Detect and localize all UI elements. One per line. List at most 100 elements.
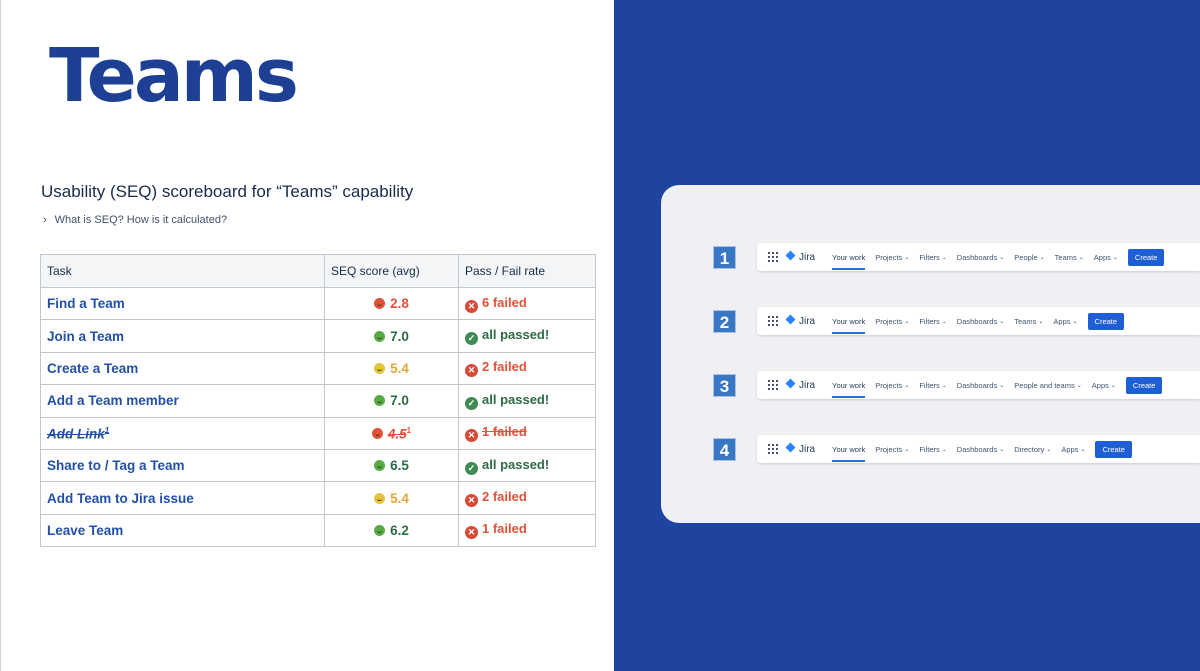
- nav-your-work[interactable]: Your work: [832, 372, 866, 398]
- task-name: Find a Team: [40, 286, 325, 321]
- seq-score: 5.4: [390, 490, 409, 506]
- header-task: Task: [40, 254, 325, 288]
- jira-nav-bar-variant-2: Jira Your work Projects ⌄ Filters ⌄ Dashbo…: [757, 307, 1200, 335]
- table-row: Add Team to Jira issue 5.4 ✕ 2 failed: [40, 481, 596, 515]
- chevron-down-icon: ⌄: [1076, 382, 1082, 389]
- nav-apps[interactable]: Apps ⌄: [1053, 307, 1077, 335]
- chevron-down-icon: ⌄: [999, 382, 1005, 389]
- task-name-struck: Add Link1: [40, 416, 325, 450]
- jira-nav-bar-variant-1: Jira Your work Projects ⌄ Filters ⌄ Dashbo…: [757, 243, 1200, 271]
- jira-logo[interactable]: Jira: [785, 380, 815, 391]
- rate-cell: ✕ 2 failed: [458, 481, 596, 515]
- happy-face-icon: [374, 460, 386, 472]
- nav-label: People and teams: [1014, 380, 1075, 390]
- nav-label: Projects: [875, 316, 903, 326]
- nav-filters[interactable]: Filters ⌄: [919, 371, 946, 399]
- nav-label: Your work: [832, 380, 866, 390]
- nav-people-and-teams[interactable]: People and teams ⌄: [1014, 371, 1082, 399]
- chevron-down-icon: ⌄: [1110, 382, 1116, 389]
- nav-projects[interactable]: Projects ⌄: [875, 371, 909, 399]
- nav-filters[interactable]: Filters ⌄: [919, 435, 946, 463]
- nav-label: People: [1014, 252, 1038, 262]
- chevron-down-icon: ⌄: [941, 318, 947, 325]
- nav-dashboards[interactable]: Dashboards ⌄: [957, 243, 1004, 271]
- nav-label: Your work: [832, 316, 866, 326]
- seq-score-cell: 7.0: [324, 384, 459, 418]
- nav-dashboards[interactable]: Dashboards ⌄: [957, 435, 1004, 463]
- check-icon: ✓: [465, 332, 478, 346]
- nav-apps[interactable]: Apps ⌄: [1092, 371, 1116, 399]
- rate-cell: ✕ 1 failed: [458, 513, 596, 548]
- nav-apps[interactable]: Apps ⌄: [1094, 243, 1118, 271]
- jira-icon: [785, 316, 796, 326]
- seq-score: 7.0: [390, 393, 409, 409]
- jira-nav-bar-variant-3: Jira Your work Projects ⌄ Filters ⌄ Dashbo…: [757, 371, 1200, 399]
- nav-filters[interactable]: Filters ⌄: [919, 243, 946, 271]
- table-row: Join a Team 7.0 ✓ all passed!: [40, 319, 596, 353]
- nav-label: Dashboards: [956, 316, 998, 326]
- seq-info-expander[interactable]: › What is SEQ? How is it calculated?: [43, 214, 227, 226]
- nav-projects[interactable]: Projects ⌄: [875, 435, 909, 463]
- jira-logo[interactable]: Jira: [785, 444, 815, 455]
- nav-filters[interactable]: Filters ⌄: [919, 307, 946, 335]
- seq-score: 7.0: [390, 328, 409, 344]
- seq-score-cell: 6.5: [324, 448, 459, 483]
- chevron-down-icon: ⌄: [1039, 254, 1045, 261]
- nav-label: Directory: [1014, 444, 1045, 454]
- chevron-down-icon: ⌄: [1038, 318, 1044, 325]
- rate-text: 2 failed: [482, 359, 527, 375]
- app-switcher-icon[interactable]: [768, 444, 778, 454]
- rate-text: all passed!: [482, 456, 550, 472]
- happy-face-icon: [374, 524, 386, 536]
- nav-teams[interactable]: Teams ⌄: [1055, 243, 1084, 271]
- check-icon: ✓: [465, 396, 478, 410]
- nav-apps[interactable]: Apps ⌄: [1061, 435, 1085, 463]
- rate-cell: ✓ all passed!: [458, 384, 596, 418]
- app-switcher-icon[interactable]: [768, 252, 778, 262]
- create-button[interactable]: Create: [1127, 248, 1165, 266]
- chevron-down-icon: ⌄: [1078, 254, 1084, 261]
- neutral-face-icon: [374, 362, 386, 374]
- nav-your-work[interactable]: Your work: [832, 436, 866, 462]
- nav-label: Your work: [832, 444, 866, 454]
- table-row: Add a Team member 7.0 ✓ all passed!: [40, 384, 596, 418]
- table-row: Leave Team 6.2 ✕ 1 failed: [40, 513, 596, 548]
- rate-text: all passed!: [482, 327, 550, 343]
- create-button[interactable]: Create: [1125, 376, 1163, 394]
- table-row: Share to / Tag a Team 6.5 ✓ all passed!: [40, 448, 596, 483]
- seq-scoreboard-table: Task SEQ score (avg) Pass / Fail rate Fi…: [40, 254, 596, 548]
- app-switcher-icon[interactable]: [768, 380, 778, 390]
- task-name: Add a Team member: [40, 384, 325, 418]
- nav-your-work[interactable]: Your work: [832, 308, 866, 334]
- jira-logo[interactable]: Jira: [785, 252, 815, 263]
- create-button[interactable]: Create: [1095, 440, 1132, 458]
- header-seq-score: SEQ score (avg): [324, 254, 459, 288]
- nav-your-work[interactable]: Your work: [832, 244, 866, 270]
- chevron-down-icon: ⌄: [999, 446, 1005, 453]
- nav-label: Projects: [875, 252, 903, 262]
- rate-text: all passed!: [482, 391, 550, 407]
- fail-icon: ✕: [465, 299, 478, 313]
- app-switcher-icon[interactable]: [768, 316, 778, 326]
- table-row: Create a Team 5.4 ✕ 2 failed: [40, 351, 596, 386]
- nav-directory[interactable]: Directory ⌄: [1014, 435, 1051, 463]
- nav-people[interactable]: People ⌄: [1014, 243, 1044, 271]
- nav-dashboards[interactable]: Dashboards ⌄: [957, 307, 1004, 335]
- chevron-down-icon: ⌄: [999, 254, 1005, 261]
- seq-score-cell: 6.2: [324, 513, 459, 548]
- chevron-down-icon: ⌄: [904, 254, 910, 261]
- rate-text: 1 failed: [482, 424, 527, 440]
- seq-score-cell: 5.4: [324, 351, 459, 386]
- sad-face-icon: [374, 298, 386, 310]
- create-button[interactable]: Create: [1087, 312, 1125, 330]
- neutral-face-icon: [374, 492, 386, 504]
- nav-projects[interactable]: Projects ⌄: [875, 307, 909, 335]
- jira-logo[interactable]: Jira: [785, 316, 815, 327]
- nav-projects[interactable]: Projects ⌄: [875, 243, 909, 271]
- nav-teams[interactable]: Teams ⌄: [1014, 307, 1043, 335]
- seq-score-cell: 5.4: [324, 481, 459, 515]
- nav-dashboards[interactable]: Dashboards ⌄: [957, 371, 1004, 399]
- jira-logo-text: Jira: [799, 379, 816, 391]
- nav-label: Apps: [1053, 316, 1071, 326]
- nav-label: Filters: [919, 444, 940, 454]
